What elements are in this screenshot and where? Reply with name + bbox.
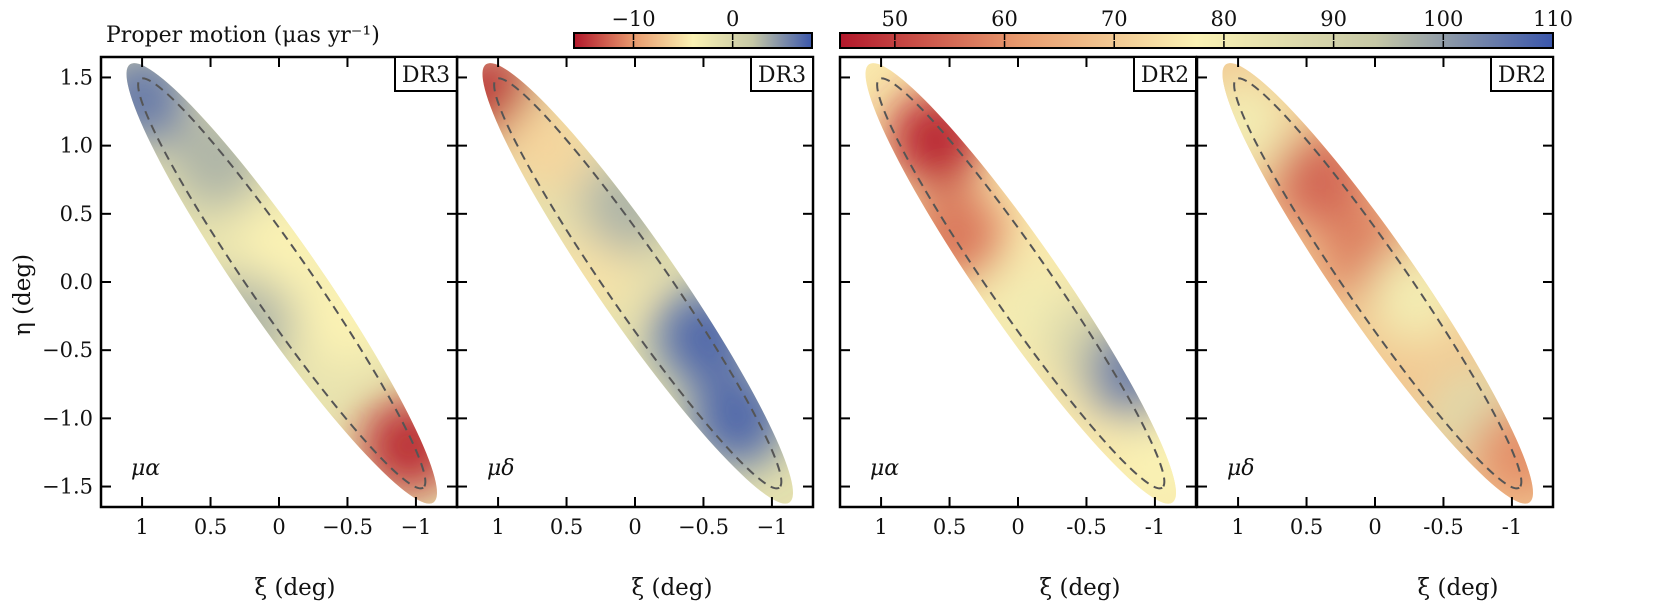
panel-tag-box — [750, 56, 814, 92]
x-tick-label: 1 — [135, 515, 148, 539]
x-tick-label: 0 — [272, 515, 285, 539]
x-tick-label: -1 — [1502, 515, 1522, 539]
heatmap-blobs — [887, 90, 1206, 515]
heatmap-cell — [1368, 247, 1465, 344]
heatmap-cell — [887, 90, 984, 187]
footprint-ellipse — [1233, 77, 1523, 490]
footprint-ellipse — [137, 77, 427, 490]
colorbar-gradient — [839, 32, 1554, 49]
panel-tag: DR2 — [1498, 63, 1546, 88]
colorbar-tick-label: −10 — [611, 7, 655, 31]
x-tick-label: 0.5 — [1290, 515, 1323, 539]
component-label: μα — [131, 456, 160, 481]
y-tick-label: −1.0 — [42, 406, 93, 430]
heatmap-cell — [908, 186, 1005, 283]
y-tick-label: 1.0 — [60, 134, 93, 158]
panel-dr3-mu-alpha: 1 0.5 0 −0.5 −1 1.5 1.0 0.5 0.0 −0.5 −1.0 −1.5 DR3 μα — [42, 49, 459, 539]
x-tick-label: -1 — [1145, 515, 1165, 539]
x-axis-label-panel-2: ξ (deg) — [632, 575, 713, 601]
y-tick-label: 0.5 — [60, 202, 93, 226]
x-tick-label: 1 — [874, 515, 887, 539]
y-tick-label: 1.5 — [60, 65, 93, 89]
panel-dr3-mu-delta: 1 0.5 0 −0.5 −1 DR3 μδ — [453, 49, 815, 539]
colorbar-tick-label: 100 — [1423, 7, 1463, 31]
x-axis-label-panel-3: ξ (deg) — [1040, 575, 1121, 601]
colorbar-tick-label: 0 — [726, 7, 739, 31]
heatmap-blobs — [1193, 56, 1563, 501]
x-tick-label: −1 — [756, 515, 787, 539]
y-tick-label: −0.5 — [42, 338, 93, 362]
x-tick-label: −0.5 — [678, 515, 729, 539]
colorbar-dr3: −10 0 — [573, 7, 813, 49]
panel-dr2-mu-delta: 1 0.5 0 -0.5 -1 DR2 μδ — [1193, 55, 1563, 539]
colorbar-gradient — [573, 32, 813, 49]
heatmap-cell — [299, 268, 396, 365]
heatmap-field — [840, 57, 1206, 515]
heatmap-field — [453, 49, 813, 507]
y-tick-label: 0.0 — [60, 270, 93, 294]
x-axis-label-panel-1: ξ (deg) — [255, 575, 336, 601]
x-tick-label: 1 — [1231, 515, 1244, 539]
colorbar-title: Proper motion (μas yr⁻¹) — [106, 23, 380, 48]
colorbar-tick-label: 60 — [991, 7, 1018, 31]
panel-dr2-mu-alpha: 1 0.5 0 -0.5 -1 DR2 μα — [838, 55, 1206, 539]
footprint-ellipse — [493, 77, 783, 490]
colorbar-dr2: 50 60 70 80 90 100 110 — [839, 7, 1573, 49]
heatmap-blobs — [453, 49, 786, 467]
colorbar-tick-label: 50 — [881, 7, 908, 31]
panel-tag: DR3 — [758, 63, 806, 88]
x-tick-label: -0.5 — [1066, 515, 1107, 539]
x-tick-label: -0.5 — [1423, 515, 1464, 539]
x-tick-label: 0 — [628, 515, 641, 539]
colorbar-tick-label: 90 — [1320, 7, 1347, 31]
x-tick-label: 0 — [1011, 515, 1024, 539]
colorbar-tick-label: 80 — [1211, 7, 1238, 31]
x-tick-label: 0.5 — [550, 515, 583, 539]
x-tick-label: −1 — [400, 515, 431, 539]
x-axis-label-panel-4: ξ (deg) — [1418, 575, 1499, 601]
heatmap-cell — [196, 274, 293, 371]
x-tick-label: 1 — [491, 515, 504, 539]
x-tick-label: −0.5 — [322, 515, 373, 539]
x-tick-label: 0.5 — [194, 515, 227, 539]
heatmap-cell — [1086, 322, 1183, 419]
footprint-ellipse — [876, 77, 1166, 490]
colorbar-tick-label: 70 — [1101, 7, 1128, 31]
heatmap-cell — [169, 111, 266, 208]
heatmap-cell — [655, 288, 752, 385]
x-tick-label: 0 — [1368, 515, 1381, 539]
x-tick-label: 0.5 — [933, 515, 966, 539]
component-label: μα — [870, 456, 899, 481]
panel-tag: DR2 — [1141, 63, 1189, 88]
y-tick-label: −1.5 — [42, 475, 93, 499]
heatmap-cell — [498, 97, 594, 194]
panel-tag-box — [1490, 56, 1554, 92]
heatmap-cell — [361, 397, 458, 494]
y-axis-label: η (deg) — [10, 254, 36, 336]
heatmap-field — [1193, 56, 1563, 507]
component-label: μδ — [487, 456, 515, 481]
component-label: μδ — [1227, 456, 1255, 481]
colorbar-tick-label: 110 — [1533, 7, 1573, 31]
panel-tag: DR3 — [402, 63, 450, 88]
